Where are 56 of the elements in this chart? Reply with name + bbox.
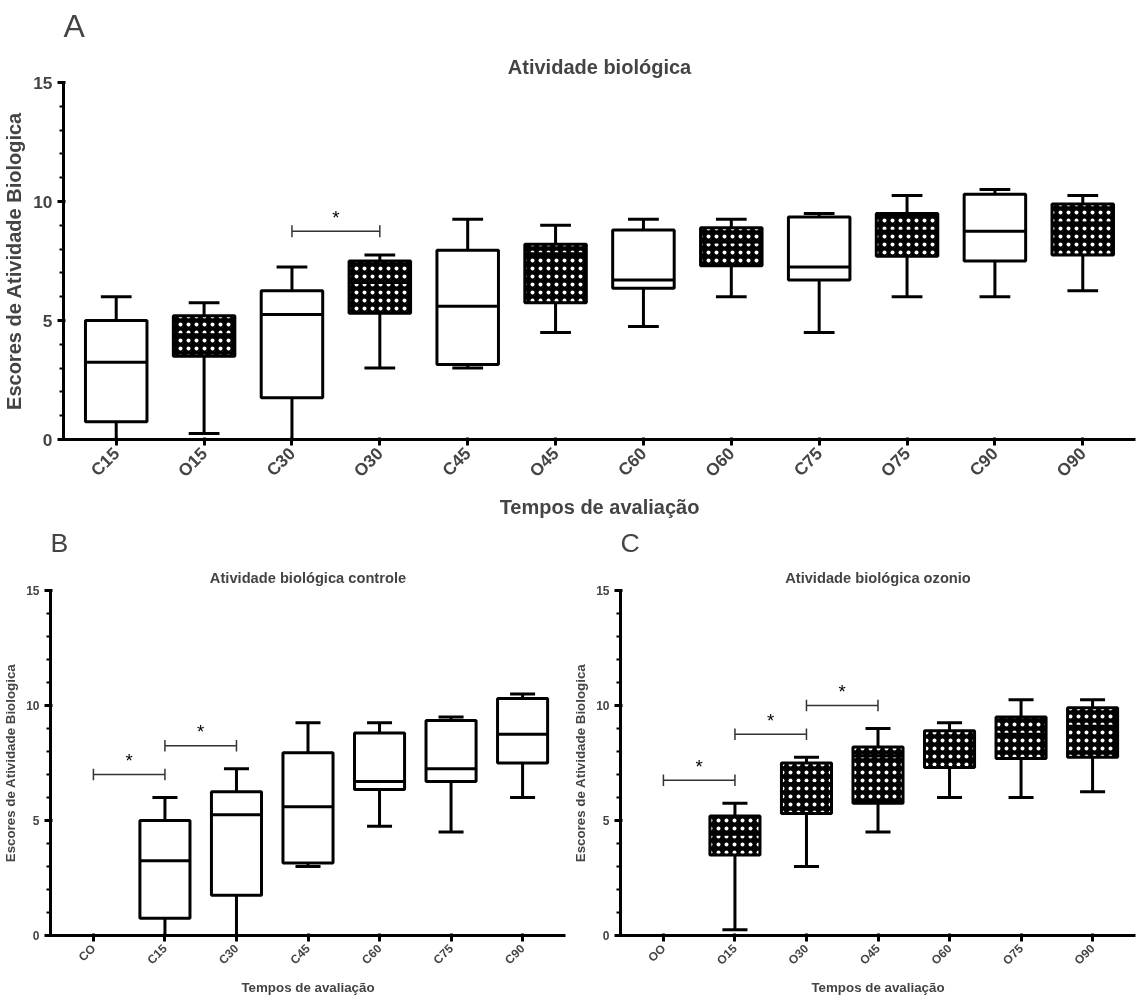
- x-tick-label: O30: [785, 941, 812, 968]
- y-axis-title: Escores de Atividade Biologica: [573, 663, 589, 863]
- x-tick-label: C75: [789, 443, 827, 481]
- y-axis-title: Escores de Atividade Biologica: [3, 111, 26, 410]
- x-tick-label: C60: [613, 443, 651, 481]
- x-tick-label: C90: [965, 443, 1002, 481]
- x-tick-label: C30: [262, 443, 300, 481]
- x-axis-title: Tempos de avaliação: [811, 980, 945, 996]
- chart-title: Atividade biológica controle: [209, 569, 407, 586]
- x-axis-title: Tempos de avaliação: [241, 979, 375, 995]
- x-tick-label: C30: [215, 941, 242, 968]
- annotation: *: [332, 206, 340, 228]
- y-tick-label: 15: [33, 72, 53, 93]
- y-tick-label: 5: [32, 814, 40, 828]
- annotation: *: [695, 755, 703, 777]
- chart-title: Atividade biológica: [507, 55, 693, 78]
- x-tick-label: C15: [144, 941, 171, 968]
- y-tick-label: 0: [42, 429, 53, 450]
- annotation: *: [838, 681, 846, 703]
- x-tick-label: C60: [359, 941, 385, 968]
- y-tick-label: 15: [26, 584, 40, 598]
- x-tick-label: C90: [502, 941, 528, 968]
- y-tick-label: 15: [596, 584, 610, 598]
- y-tick-label: 0: [602, 929, 610, 943]
- annotation: *: [125, 750, 133, 772]
- x-tick-label: O30: [349, 443, 387, 481]
- chart-title: Atividade biológica ozonio: [785, 569, 971, 586]
- y-tick-label: 10: [33, 191, 53, 212]
- annotation: *: [767, 709, 775, 731]
- text: B: [50, 527, 69, 558]
- y-tick-label: 5: [602, 814, 610, 828]
- x-tick-label: O75: [1000, 941, 1027, 968]
- x-tick-label: CO: [75, 941, 99, 965]
- y-tick-label: 5: [42, 310, 53, 331]
- annotation: *: [197, 721, 205, 743]
- text: A: [63, 7, 86, 44]
- x-tick-label: O15: [173, 443, 212, 481]
- x-tick-label: C15: [86, 443, 124, 481]
- x-tick-label: C45: [287, 941, 314, 968]
- x-tick-label: O45: [857, 941, 884, 968]
- y-tick-label: 10: [26, 699, 40, 713]
- x-tick-label: O75: [876, 443, 915, 481]
- x-tick-label: O15: [713, 941, 741, 968]
- x-tick-label: OO: [645, 941, 669, 965]
- y-tick-label: 0: [32, 929, 40, 943]
- x-tick-label: C45: [438, 443, 476, 481]
- x-tick-label: O90: [1052, 443, 1090, 481]
- x-tick-label: O45: [525, 443, 563, 481]
- x-tick-label: C75: [430, 941, 457, 968]
- x-tick-label: O60: [701, 443, 739, 481]
- y-axis-title: Escores de Atividade Biologica: [3, 663, 19, 863]
- x-tick-label: O90: [1071, 941, 1098, 968]
- x-axis-title: Tempos de avaliação: [499, 495, 700, 518]
- text: C: [620, 527, 640, 558]
- y-tick-label: 10: [596, 699, 610, 713]
- x-tick-label: O60: [928, 941, 955, 968]
